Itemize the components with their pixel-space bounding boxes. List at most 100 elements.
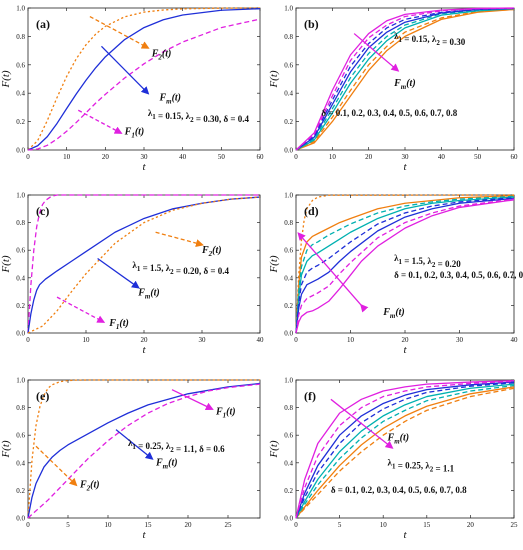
series-line-fm-t- <box>27 8 261 151</box>
curve-label: F2(t) <box>151 48 172 61</box>
y-tick-label: 0.6 <box>16 61 25 69</box>
y-tick-label: 1.0 <box>284 377 293 385</box>
y-tick-label: 0.2 <box>16 118 25 126</box>
series-line--0-3 <box>295 384 515 519</box>
series-line-f1-t- <box>27 383 261 519</box>
y-tick-label: 0.8 <box>16 33 25 41</box>
panel-label: (a) <box>36 17 50 31</box>
plot-frame <box>295 7 515 151</box>
x-tick-label: 5 <box>66 521 70 529</box>
y-tick-label: 0.0 <box>284 147 293 155</box>
parameter-text: λ1 = 0.15, λ2 = 0.30 <box>394 31 466 47</box>
y-tick-label: 0.8 <box>16 404 25 412</box>
y-tick-label: 0.6 <box>284 247 293 255</box>
annotation-arrow <box>171 389 214 410</box>
panel-label: (d) <box>304 204 319 218</box>
y-axis-label: F(t) <box>0 440 12 458</box>
series-line-f2-t- <box>27 379 260 519</box>
y-tick-label: 0.6 <box>284 432 293 440</box>
parameter-text: λ1 = 0.25, λ2 = 1.1 <box>388 458 455 474</box>
series-line-f1-t- <box>27 18 261 151</box>
parameter-text: λ1 = 0.25, λ2 = 1.1, δ = 0.6 <box>128 438 225 454</box>
series-line--0-4 <box>295 383 515 519</box>
y-tick-label: 0.0 <box>284 330 293 338</box>
y-tick-label: 1.0 <box>16 5 25 13</box>
annotation-arrow <box>115 429 154 460</box>
x-tick-label: 10 <box>83 336 91 344</box>
series-line-f1-t- <box>27 194 260 334</box>
y-tick-label: 0.8 <box>16 219 25 227</box>
y-tick-label: 0.2 <box>284 118 293 126</box>
annotation-arrow <box>77 109 123 134</box>
y-tick-label: 0.4 <box>284 90 293 98</box>
curve-label: Fm(t) <box>155 458 178 471</box>
x-tick-label: 10 <box>347 336 355 344</box>
series-line--0-7 <box>295 380 515 519</box>
x-tick-label: 0 <box>294 521 298 529</box>
y-tick-label: 0.6 <box>284 61 293 69</box>
series-line-fm-t- <box>27 382 261 519</box>
x-axis-label: t <box>142 529 146 541</box>
y-tick-label: 0.0 <box>16 147 25 155</box>
x-tick-label: 30 <box>402 153 410 161</box>
annotation-arrow <box>97 257 140 289</box>
series-line--0-7 <box>295 7 515 151</box>
parameter-text: λ1 = 1.5, λ2 = 0.20, δ = 0.4 <box>132 260 229 276</box>
annotation-arrow <box>155 231 204 247</box>
series-line--0-7 <box>295 198 515 334</box>
curve-label: F2(t) <box>79 480 100 493</box>
x-tick-label: 0 <box>294 336 298 344</box>
x-tick-label: 50 <box>218 153 226 161</box>
panel-label: (c) <box>36 204 49 218</box>
x-tick-label: 0 <box>26 336 30 344</box>
y-tick-label: 0.4 <box>284 274 293 282</box>
series-line--0-2 <box>295 386 515 519</box>
series-line--0-1 <box>295 8 515 151</box>
x-tick-label: 30 <box>456 336 464 344</box>
y-axis-label: F(t) <box>0 70 12 88</box>
y-tick-label: 0.4 <box>16 274 25 282</box>
y-tick-label: 0.2 <box>16 487 25 495</box>
panel-label: (f) <box>304 389 316 403</box>
x-tick-label: 20 <box>185 521 193 529</box>
series-line--0-6 <box>295 381 515 519</box>
curve-label: Fm(t) <box>137 288 160 301</box>
annotation-arrow <box>35 445 78 487</box>
x-tick-label: 30 <box>141 153 149 161</box>
y-tick-label: 0.4 <box>284 459 293 467</box>
x-tick-label: 0 <box>26 153 30 161</box>
panel-label: (b) <box>304 17 319 31</box>
annotation-arrow <box>89 15 150 49</box>
panel-b: 0 10 20 30 40 50 60 0.0 0.2 0.4 0.6 0.8 1.0 t F(t) (b) F… <box>268 5 518 174</box>
parameter-text: λ1 = 0.15, λ2 = 0.30, δ = 0.4 <box>148 108 250 124</box>
x-tick-label: 20 <box>467 521 475 529</box>
x-tick-label: 40 <box>179 153 187 161</box>
x-tick-label: 25 <box>225 521 233 529</box>
annotation-arrow <box>330 398 394 449</box>
y-tick-label: 0.8 <box>284 404 293 412</box>
x-tick-label: 20 <box>365 153 373 161</box>
x-tick-label: 40 <box>438 153 446 161</box>
plot-frame <box>295 379 515 519</box>
x-axis-label: t <box>403 161 407 173</box>
x-tick-label: 40 <box>257 336 265 344</box>
panel-label: (e) <box>36 389 49 403</box>
annotation-arrow <box>353 33 400 72</box>
y-tick-label: 0.2 <box>284 487 293 495</box>
curve-label: Fm(t) <box>158 92 181 105</box>
series-line--0-4 <box>295 8 515 151</box>
y-tick-label: 0.6 <box>16 247 25 255</box>
curve-label: F1(t) <box>108 318 129 331</box>
series-line--0-8 <box>295 199 515 334</box>
series-line--0-8 <box>295 7 515 151</box>
series-line-fm-t- <box>27 196 261 334</box>
x-tick-label: 10 <box>105 521 113 529</box>
y-tick-label: 1.0 <box>284 192 293 200</box>
x-axis-label: t <box>403 344 407 356</box>
series-line--0-6 <box>295 7 515 151</box>
delta-values-text: δ = 0.1, 0.2, 0.3, 0.4, 0.5, 0.6, 0.7, 0… <box>331 485 467 495</box>
y-tick-label: 1.0 <box>16 377 25 385</box>
x-tick-label: 15 <box>145 521 153 529</box>
x-tick-label: 30 <box>199 336 207 344</box>
y-tick-label: 0.4 <box>16 459 25 467</box>
